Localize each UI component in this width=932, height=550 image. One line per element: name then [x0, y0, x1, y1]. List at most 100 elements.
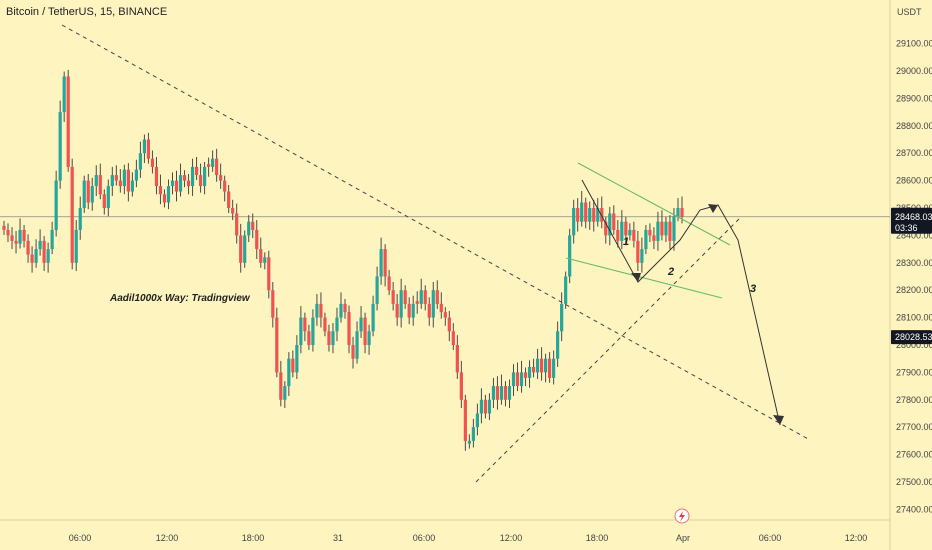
trendline-descending[interactable]: [61, 24, 811, 441]
candle-body[interactable]: [219, 175, 223, 181]
candle-body[interactable]: [556, 331, 560, 359]
candle-body[interactable]: [668, 221, 672, 241]
candle-body[interactable]: [584, 202, 588, 222]
candle-body[interactable]: [672, 216, 676, 241]
candle-body[interactable]: [263, 257, 267, 263]
candle-body[interactable]: [503, 386, 508, 400]
candle-body[interactable]: [198, 175, 203, 187]
candle-body[interactable]: [407, 303, 411, 318]
candle-body[interactable]: [170, 180, 175, 187]
candle-body[interactable]: [644, 229, 648, 250]
candle-body[interactable]: [162, 194, 167, 203]
candle-body[interactable]: [628, 229, 632, 236]
candle-body[interactable]: [287, 358, 291, 387]
candle-body[interactable]: [227, 191, 231, 208]
candle-body[interactable]: [138, 153, 143, 170]
candle-body[interactable]: [439, 303, 443, 313]
candle-body[interactable]: [363, 317, 367, 345]
candle-body[interactable]: [122, 169, 126, 187]
candle-body[interactable]: [190, 166, 195, 187]
candle-body[interactable]: [652, 235, 656, 241]
candle-body[interactable]: [319, 303, 323, 318]
candle-body[interactable]: [588, 208, 592, 222]
candle-body[interactable]: [548, 358, 552, 378]
candle-body[interactable]: [375, 276, 379, 304]
candle-body[interactable]: [664, 221, 668, 236]
candle-body[interactable]: [66, 76, 70, 167]
candle-body[interactable]: [114, 175, 118, 181]
candle-body[interactable]: [62, 76, 66, 113]
candle-body[interactable]: [54, 180, 58, 230]
candle-body[interactable]: [463, 399, 467, 441]
candle-body[interactable]: [523, 372, 528, 378]
candle-body[interactable]: [251, 221, 255, 230]
candle-body[interactable]: [134, 169, 138, 181]
candle-body[interactable]: [98, 175, 102, 195]
candle-body[interactable]: [150, 158, 155, 167]
candle-body[interactable]: [26, 240, 30, 255]
candle-body[interactable]: [126, 169, 130, 192]
candle-body[interactable]: [347, 312, 351, 345]
candle-body[interactable]: [22, 229, 26, 241]
candle-body[interactable]: [259, 249, 263, 263]
candle-body[interactable]: [467, 440, 471, 444]
candle-body[interactable]: [14, 240, 18, 244]
candle-body[interactable]: [359, 317, 363, 332]
candle-body[interactable]: [311, 317, 315, 345]
candle-body[interactable]: [379, 249, 383, 277]
candle-body[interactable]: [539, 358, 544, 373]
candle-body[interactable]: [255, 229, 259, 250]
candle-body[interactable]: [166, 186, 171, 203]
candle-body[interactable]: [608, 213, 612, 236]
candle-body[interactable]: [624, 221, 628, 236]
candle-body[interactable]: [507, 386, 512, 400]
candle-body[interactable]: [560, 303, 564, 332]
candle-body[interactable]: [660, 221, 664, 236]
candle-body[interactable]: [102, 194, 106, 208]
candle-body[interactable]: [543, 358, 548, 373]
candle-body[interactable]: [431, 290, 435, 318]
event-flash-icon[interactable]: [674, 508, 690, 524]
candle-body[interactable]: [640, 249, 644, 263]
candle-body[interactable]: [487, 399, 492, 414]
channel-upper[interactable]: [577, 162, 731, 246]
candle-body[interactable]: [215, 158, 219, 176]
candle-body[interactable]: [331, 331, 335, 345]
candle-body[interactable]: [343, 303, 347, 313]
candle-body[interactable]: [531, 366, 536, 373]
candle-body[interactable]: [515, 372, 520, 387]
candle-body[interactable]: [552, 358, 556, 378]
candle-body[interactable]: [94, 175, 98, 187]
candle-body[interactable]: [471, 427, 475, 441]
candle-body[interactable]: [271, 290, 275, 318]
candle-body[interactable]: [491, 386, 496, 400]
candle-body[interactable]: [535, 358, 540, 373]
candle-body[interactable]: [355, 331, 359, 359]
candle-body[interactable]: [403, 290, 407, 304]
candle-body[interactable]: [283, 386, 287, 400]
candle-body[interactable]: [572, 208, 576, 236]
candle-body[interactable]: [459, 372, 463, 400]
candle-body[interactable]: [303, 317, 307, 332]
candle-body[interactable]: [335, 317, 339, 332]
candle-body[interactable]: [18, 229, 22, 244]
candle-body[interactable]: [499, 386, 504, 400]
candle-body[interactable]: [211, 158, 215, 167]
candle-body[interactable]: [323, 317, 327, 332]
candle-body[interactable]: [299, 317, 303, 345]
candle-body[interactable]: [279, 372, 283, 400]
candle-body[interactable]: [154, 166, 159, 187]
candle-body[interactable]: [267, 257, 271, 291]
candle-body[interactable]: [391, 290, 395, 304]
candle-body[interactable]: [291, 358, 295, 373]
candle-body[interactable]: [78, 208, 82, 230]
candle-body[interactable]: [479, 399, 484, 414]
candle-body[interactable]: [178, 175, 183, 192]
candle-body[interactable]: [34, 249, 38, 263]
candle-body[interactable]: [30, 254, 34, 263]
candle-body[interactable]: [580, 202, 584, 222]
candle-body[interactable]: [568, 235, 572, 277]
candle-body[interactable]: [142, 139, 147, 154]
candle-body[interactable]: [519, 372, 524, 387]
candle-body[interactable]: [527, 366, 532, 378]
